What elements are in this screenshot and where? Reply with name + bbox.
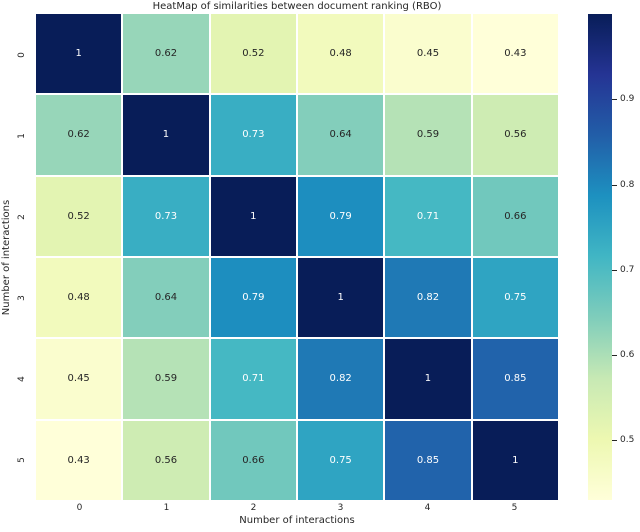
heatmap-cell-4-0: 0.45 <box>36 339 122 419</box>
x-tick-3: 3 <box>337 503 344 513</box>
heatmap-cell-4-3: 0.82 <box>298 339 384 419</box>
x-tick-2: 2 <box>250 503 257 513</box>
heatmap-cell-5-1: 0.56 <box>123 420 209 500</box>
colorbar-ticks: 0.9 0.8 0.7 0.6 0.5 <box>612 14 640 500</box>
y-tick-0: 0 <box>14 14 30 95</box>
colorbar-tick-label-0.5: 0.5 <box>620 435 635 446</box>
colorbar-tick-mark-0.7 <box>612 269 617 271</box>
colorbar-tick-label-0.7: 0.7 <box>620 264 635 275</box>
heatmap-cell-5-4: 0.85 <box>385 420 471 500</box>
y-tick-label: 3 <box>16 294 27 301</box>
y-tick-1: 1 <box>14 95 30 176</box>
heatmap-cell-4-1: 0.59 <box>123 339 209 419</box>
heatmap-cell-0-2: 0.52 <box>210 14 296 94</box>
y-tick-label: 1 <box>16 132 27 139</box>
heatmap-cell-3-5: 0.75 <box>472 258 558 338</box>
y-axis-label: Number of interactions <box>0 14 13 500</box>
heatmap-cell-1-4: 0.59 <box>385 95 471 175</box>
heatmap-cell-5-3: 0.75 <box>298 420 384 500</box>
heatmap-grid: 1 0.62 0.52 0.48 0.45 0.43 0.62 1 0.73 0.64 0.59 0.… <box>36 14 558 500</box>
heatmap-cell-2-3: 0.79 <box>298 176 384 256</box>
heatmap-cell-2-0: 0.52 <box>36 176 122 256</box>
heatmap-cell-1-5: 0.56 <box>472 95 558 175</box>
x-tick-5: 5 <box>511 503 518 513</box>
y-tick-3: 3 <box>14 257 30 338</box>
heatmap-cell-1-0: 0.62 <box>36 95 122 175</box>
colorbar-tick-label-0.6: 0.6 <box>620 350 635 361</box>
heatmap-cell-0-1: 0.62 <box>123 14 209 94</box>
heatmap-cell-2-1: 0.73 <box>123 176 209 256</box>
heatmap-cell-2-2: 1 <box>210 176 296 256</box>
y-axis-label-text: Number of interactions <box>1 199 12 315</box>
heatmap-cell-0-5: 0.43 <box>472 14 558 94</box>
colorbar-tick-mark-0.9 <box>612 99 617 101</box>
colorbar-tick-mark-0.8 <box>612 184 617 186</box>
y-tick-label: 0 <box>16 51 27 58</box>
y-tick-label: 2 <box>16 213 27 220</box>
y-tick-label: 4 <box>16 375 27 382</box>
colorbar <box>588 14 612 500</box>
heatmap-cell-4-5: 0.85 <box>472 339 558 419</box>
y-tick-4: 4 <box>14 338 30 419</box>
heatmap-cell-3-0: 0.48 <box>36 258 122 338</box>
y-tick-5: 5 <box>14 419 30 500</box>
heatmap-cell-2-5: 0.66 <box>472 176 558 256</box>
heatmap-cell-3-3: 1 <box>298 258 384 338</box>
heatmap-cell-5-5: 1 <box>472 420 558 500</box>
colorbar-tick-label-0.9: 0.9 <box>620 94 635 105</box>
x-axis-ticks: 0 1 2 3 4 5 <box>36 503 558 514</box>
heatmap-cell-0-3: 0.48 <box>298 14 384 94</box>
heatmap-cell-0-0: 1 <box>36 14 122 94</box>
heatmap-cell-3-4: 0.82 <box>385 258 471 338</box>
colorbar-tick-mark-0.6 <box>612 355 617 357</box>
heatmap-cell-4-4: 1 <box>385 339 471 419</box>
heatmap-cell-5-0: 0.43 <box>36 420 122 500</box>
x-tick-0: 0 <box>76 503 83 513</box>
x-tick-1: 1 <box>163 503 170 513</box>
y-tick-2: 2 <box>14 176 30 257</box>
x-tick-4: 4 <box>424 503 431 513</box>
colorbar-tick-mark-0.5 <box>612 440 617 442</box>
y-tick-label: 5 <box>16 456 27 463</box>
heatmap-cell-1-1: 1 <box>123 95 209 175</box>
heatmap-cell-5-2: 0.66 <box>210 420 296 500</box>
heatmap-cell-3-1: 0.64 <box>123 258 209 338</box>
chart-title: HeatMap of similarities between document… <box>152 1 442 12</box>
heatmap-cell-1-3: 0.64 <box>298 95 384 175</box>
heatmap-cell-0-4: 0.45 <box>385 14 471 94</box>
heatmap-cell-2-4: 0.71 <box>385 176 471 256</box>
heatmap-cell-1-2: 0.73 <box>210 95 296 175</box>
x-axis-label: Number of interactions <box>239 515 355 526</box>
heatmap-cell-4-2: 0.71 <box>210 339 296 419</box>
y-axis-ticks: 0 1 2 3 4 5 <box>14 14 30 500</box>
heatmap-cell-3-2: 0.79 <box>210 258 296 338</box>
colorbar-tick-label-0.8: 0.8 <box>620 179 635 190</box>
